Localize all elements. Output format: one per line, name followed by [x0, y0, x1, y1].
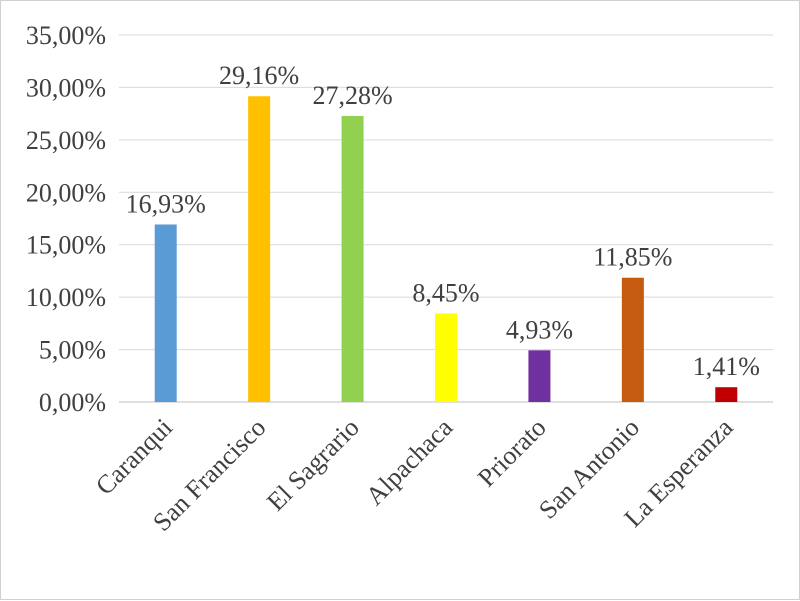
y-tick-label: 5,00%: [39, 336, 106, 365]
category-label: Alpachaca: [360, 412, 458, 510]
y-tick-label: 0,00%: [39, 388, 106, 417]
data-label: 16,93%: [126, 189, 206, 218]
category-label: Caranqui: [90, 413, 178, 501]
data-label: 1,41%: [693, 352, 760, 381]
data-labels: 16,93% 29,16% 27,28% 8,45% 4,93% 11,85% 1,41%: [126, 61, 760, 381]
data-label: 8,45%: [412, 278, 479, 307]
data-label: 4,93%: [506, 315, 573, 344]
y-axis-tick-labels: 0,00% 5,00% 10,00% 15,00% 20,00% 25,00% 30,00%…: [26, 21, 106, 417]
bar: [341, 115, 364, 403]
y-tick-label: 25,00%: [26, 126, 106, 155]
bar: [621, 277, 644, 402]
data-label: 29,16%: [219, 61, 299, 90]
y-tick-label: 30,00%: [26, 73, 106, 102]
y-tick-label: 35,00%: [26, 21, 106, 50]
bar: [154, 224, 177, 402]
category-label: Priorato: [472, 413, 552, 493]
category-label: El Sagrario: [261, 413, 365, 517]
bar: [715, 387, 738, 402]
gridlines: [119, 34, 773, 403]
bar: [248, 96, 271, 402]
bar: [435, 313, 457, 402]
bar: [528, 350, 551, 402]
data-label: 11,85%: [593, 243, 672, 272]
y-tick-label: 10,00%: [26, 283, 106, 312]
y-tick-label: 15,00%: [26, 231, 106, 260]
data-label: 27,28%: [312, 81, 392, 110]
bars: [154, 96, 738, 403]
y-tick-label: 20,00%: [26, 178, 106, 207]
